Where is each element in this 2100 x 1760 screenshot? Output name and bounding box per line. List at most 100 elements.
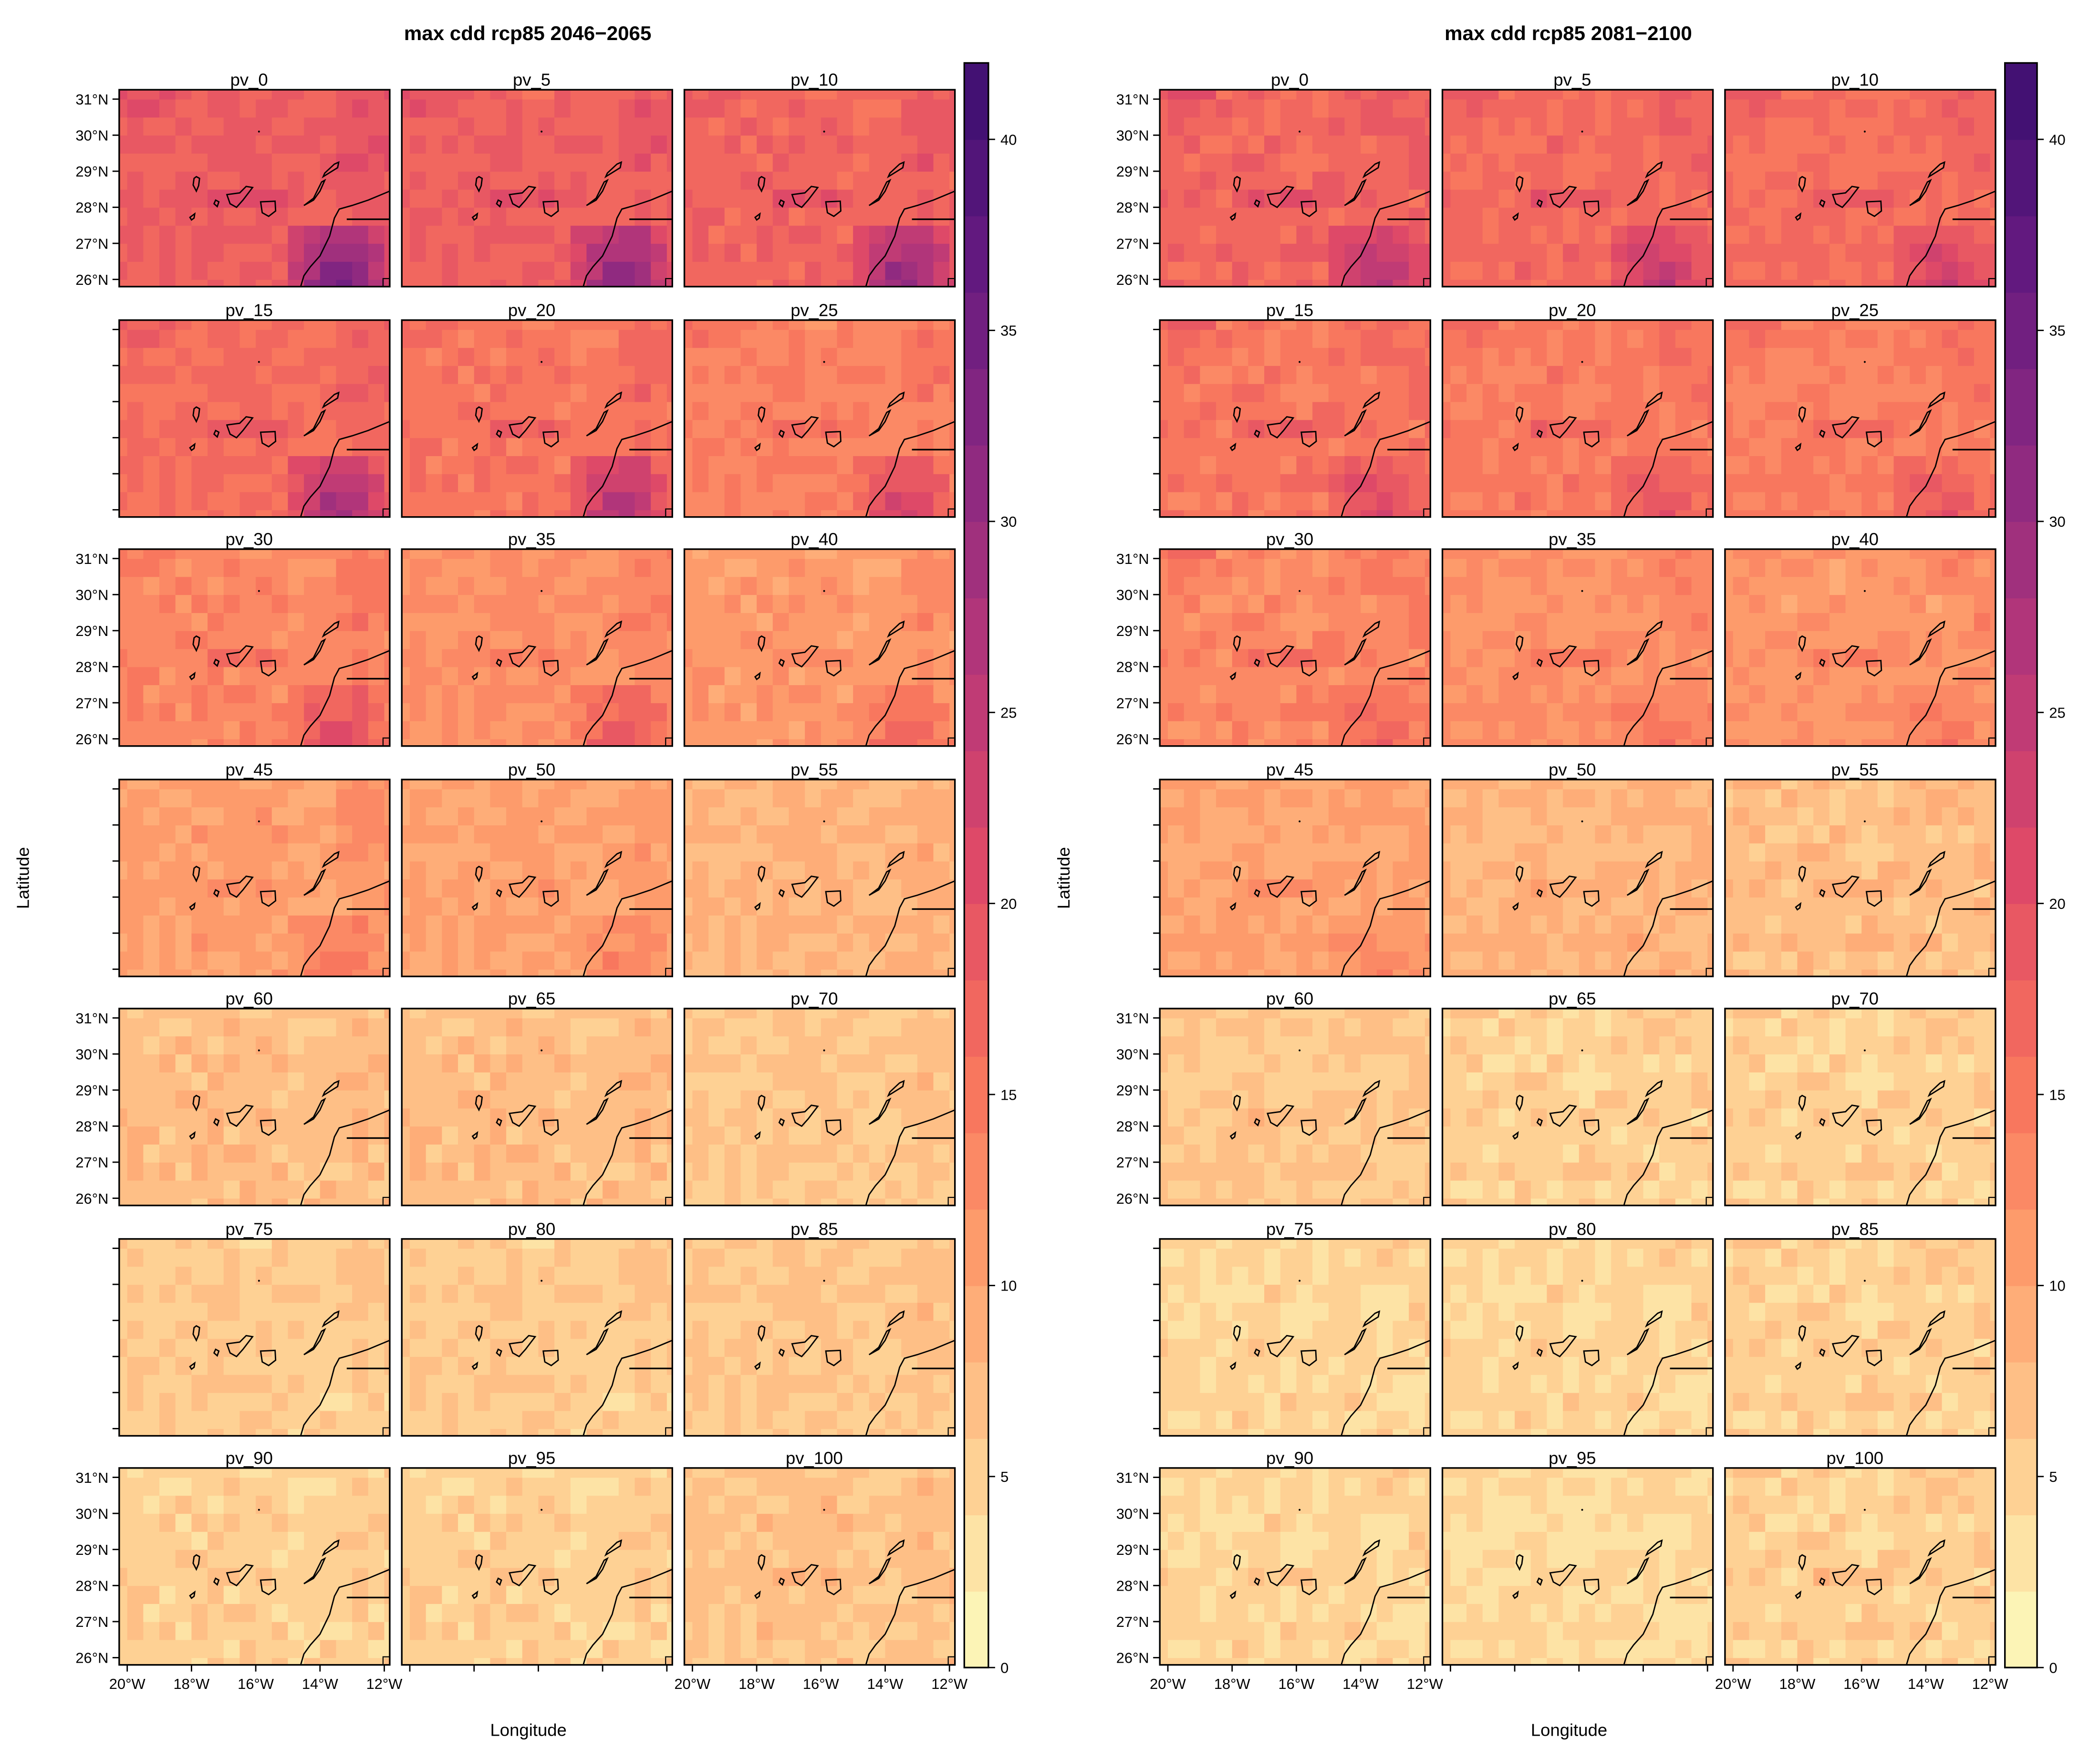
heat-cell [442,685,458,703]
heat-cell [239,1072,256,1091]
heat-cell [934,320,950,330]
heat-cell [159,1411,176,1429]
heat-cell [474,243,491,262]
heat-cell [571,189,587,208]
heat-cell [901,559,918,577]
heat-cell [789,437,805,456]
heat-cell [490,437,507,456]
colorbar-bin [964,1515,988,1592]
heat-cell [692,1495,709,1514]
heat-cell [805,879,821,898]
heat-cell [821,1248,838,1267]
heat-cell [805,135,821,154]
heat-cell [685,225,693,244]
heat-cell [119,843,128,862]
heat-cell [685,1411,693,1429]
heat-cell [320,1144,337,1163]
heat-cell [685,1090,693,1109]
heat-cell [619,915,635,934]
heat-cell [224,721,240,739]
heat-cell [402,951,410,970]
heat-cell [571,1248,587,1267]
heat-cell [740,667,757,685]
heat-cell [272,1162,289,1181]
heat-cell [708,1338,725,1357]
heat-cell [901,1640,918,1658]
heat-cell [442,437,458,456]
heat-cell [506,1054,523,1073]
heat-cell [119,667,128,685]
heat-cell [869,1468,886,1478]
heat-cell [402,933,410,952]
heat-cell [208,456,224,474]
heat-cell [571,330,587,348]
heat-cell [426,90,443,99]
heat-cell [805,153,821,172]
heat-cell [336,365,353,384]
heat-cell [554,933,571,952]
heat-cell [127,915,144,934]
heat-cell [635,1284,652,1303]
heat-cell [571,1018,587,1037]
heat-cell [538,843,555,862]
heat-cell [821,153,838,172]
heat-cell [176,951,192,970]
heat-cell [402,1009,410,1018]
heat-cell [740,1550,757,1568]
heat-cell [368,703,385,721]
heat-cell [635,1321,652,1339]
heat-cell [619,649,635,667]
heat-cell [119,189,128,208]
heat-cell [708,1622,725,1640]
heat-cell [554,1266,571,1285]
heat-cell [239,1009,256,1018]
heat-cell [619,721,635,739]
heat-cell [402,789,410,808]
heat-cell [426,825,443,844]
heat-cell [127,437,144,456]
heat-cell [522,1478,539,1496]
heat-cell [442,153,458,172]
heat-cell [336,171,353,190]
heat-cell [143,1478,160,1496]
heat-cell [506,1375,523,1393]
heat-cell [368,685,385,703]
heat-cell [159,1585,176,1604]
heat-cell [127,492,144,510]
heat-cell [176,559,192,577]
heat-cell [191,225,208,244]
heat-cell [651,1468,667,1478]
heat-cell [692,1585,709,1604]
heat-cell [538,456,555,474]
heat-cell [426,559,443,577]
heat-cell [821,721,838,739]
heat-cell [725,1513,741,1532]
heat-cell [538,1180,555,1199]
heat-cell [304,456,321,474]
heat-cell [522,1375,539,1393]
heat-cell [805,685,821,703]
heat-cell [917,1239,934,1249]
heat-cell [901,1604,918,1622]
heat-cell [554,613,571,631]
heat-cell [522,1640,539,1658]
heat-cell [490,474,507,492]
heat-cell [426,1478,443,1496]
heat-cell [474,1266,491,1285]
heat-cell [522,825,539,844]
heat-cell [635,789,652,808]
heat-cell [159,99,176,118]
heat-cell [159,843,176,862]
heat-cell [490,1284,507,1303]
heat-cell [320,320,337,330]
heat-cell [368,1180,385,1199]
heat-cell [224,576,240,595]
heat-cell [143,456,160,474]
heat-cell [304,897,321,916]
heat-cell [402,1180,410,1199]
heat-cell [757,685,773,703]
heat-cell [402,721,410,739]
heat-cell [586,1054,603,1073]
heat-cell [805,99,821,118]
heat-cell [288,685,304,703]
